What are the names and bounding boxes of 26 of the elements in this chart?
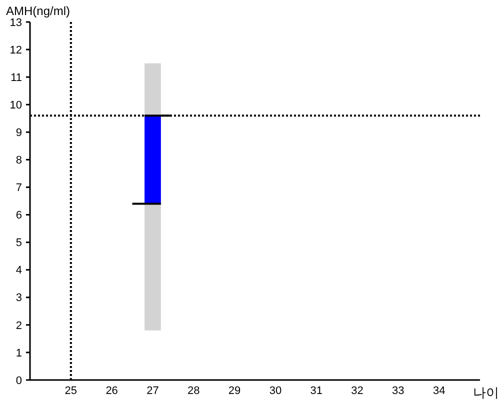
y-tick-label: 1	[16, 347, 22, 360]
y-tick-label: 6	[16, 210, 22, 222]
y-tick-label: 10	[10, 99, 22, 112]
x-tick-label: 31	[310, 385, 322, 397]
y-tick-label: 5	[16, 237, 22, 250]
y-tick-label: 8	[16, 154, 22, 167]
x-axis-title: 나이	[473, 385, 499, 400]
y-tick-label: 9	[16, 127, 22, 140]
y-tick-label: 13	[10, 16, 22, 29]
x-tick-label: 32	[351, 385, 364, 397]
x-tick-label: 26	[106, 385, 118, 397]
y-tick-label: 12	[10, 44, 22, 56]
x-tick-label: 29	[228, 385, 241, 397]
y-axis-title: AMH(ng/ml)	[6, 4, 70, 18]
y-tick-label: 2	[16, 320, 22, 332]
x-tick-label: 25	[64, 385, 78, 397]
y-tick-label: 4	[16, 264, 22, 277]
y-tick-label: 3	[16, 292, 22, 304]
x-tick-label: 28	[188, 385, 200, 397]
y-tick-label: 7	[16, 182, 22, 194]
x-tick-label: 27	[146, 385, 159, 397]
x-tick-label: 30	[269, 385, 282, 397]
y-tick-label: 0	[16, 374, 22, 387]
x-tick-label: 34	[432, 385, 446, 397]
y-tick-label: 11	[10, 72, 22, 84]
x-tick-label: 33	[392, 385, 404, 397]
